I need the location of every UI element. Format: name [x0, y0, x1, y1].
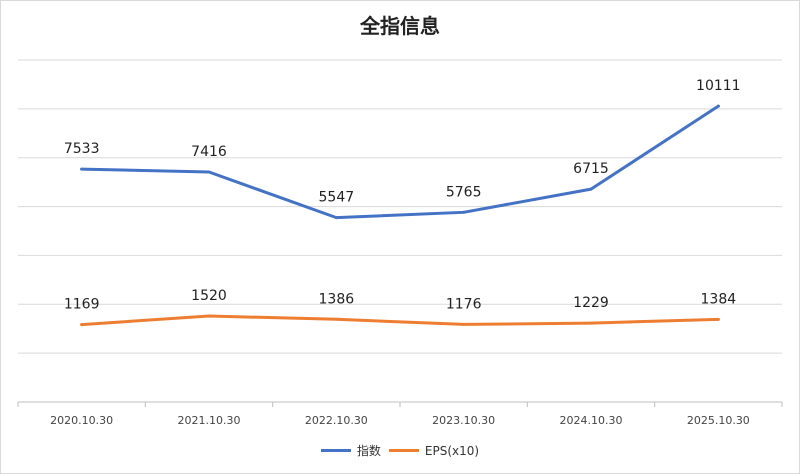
data-point-1	[80, 323, 84, 327]
data-point-0	[462, 210, 466, 214]
data-label-0: 10111	[696, 78, 741, 94]
data-label-0: 7533	[64, 141, 100, 157]
data-point-0	[589, 187, 593, 191]
x-tick-label: 2021.10.30	[178, 414, 241, 427]
data-point-1	[716, 317, 720, 321]
data-label-0: 5547	[319, 190, 355, 206]
data-label-0: 6715	[573, 161, 609, 177]
data-point-0	[207, 170, 211, 174]
legend-item-eps: EPS(x10)	[388, 443, 480, 458]
x-tick-label: 2025.10.30	[687, 414, 750, 427]
data-point-1	[462, 322, 466, 326]
data-label-1: 1384	[701, 291, 737, 307]
data-label-0: 5765	[446, 184, 482, 200]
x-tick-label: 2023.10.30	[432, 414, 495, 427]
data-label-1: 1386	[319, 291, 355, 307]
data-label-0: 7416	[191, 144, 227, 160]
x-tick-label: 2022.10.30	[305, 414, 368, 427]
chart-title: 全指信息	[360, 14, 440, 38]
legend-item-index: 指数	[320, 442, 381, 459]
legend-swatch-eps	[388, 449, 419, 452]
data-label-1: 1176	[446, 296, 482, 312]
x-tick-label: 2024.10.30	[560, 414, 623, 427]
chart-legend: 指数 EPS(x10)	[0, 442, 800, 459]
x-tick-label: 2020.10.30	[50, 414, 113, 427]
legend-swatch-index	[320, 449, 351, 452]
legend-label-index: 指数	[356, 444, 381, 458]
series-line-0	[80, 104, 720, 220]
data-label-1: 1169	[64, 297, 100, 313]
data-point-0	[80, 167, 84, 171]
data-point-1	[589, 321, 593, 325]
data-point-0	[716, 104, 720, 108]
data-point-1	[334, 317, 338, 321]
data-point-1	[207, 314, 211, 318]
series-line-1	[80, 314, 720, 327]
data-point-0	[334, 216, 338, 220]
data-label-1: 1229	[573, 295, 609, 311]
data-label-1: 1520	[191, 288, 227, 304]
legend-label-eps: EPS(x10)	[424, 443, 480, 458]
